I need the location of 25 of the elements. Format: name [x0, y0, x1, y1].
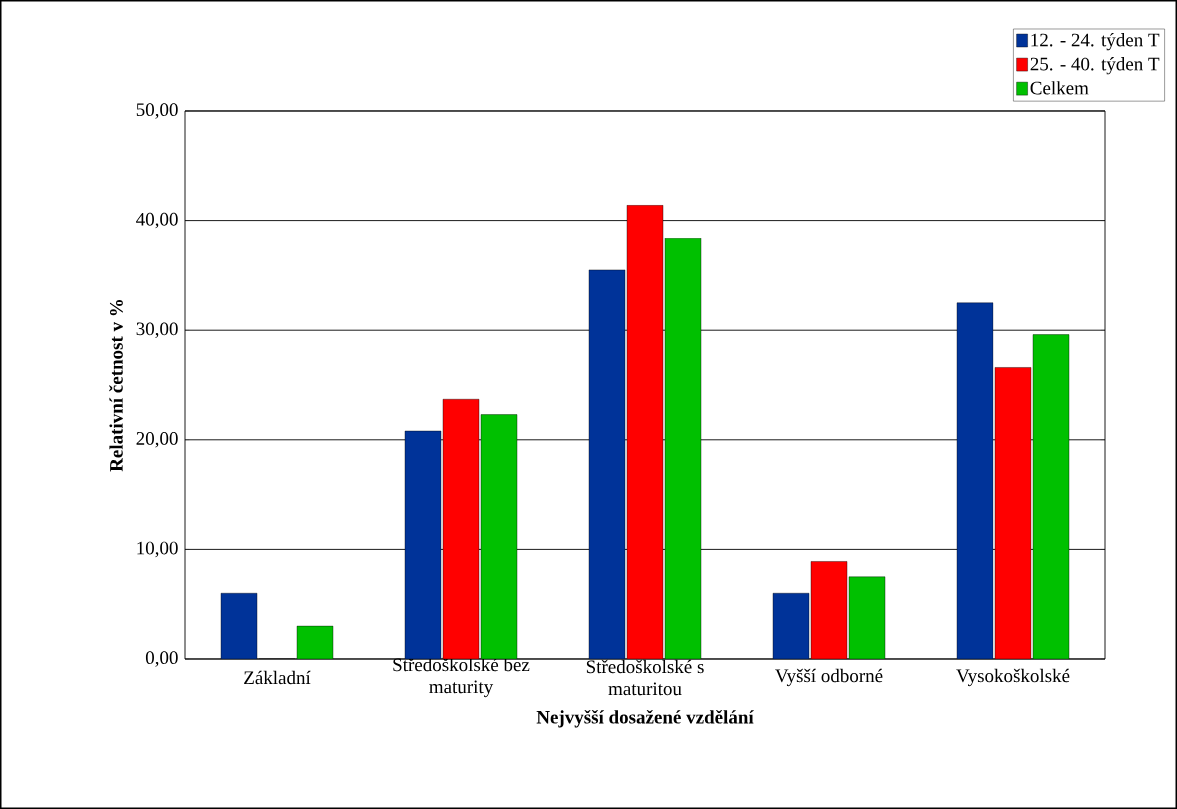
x-tick-label: Středoškolské bez maturity: [393, 657, 530, 698]
x-axis-title: Nejvyšší dosažené vzdělání: [536, 710, 754, 728]
bar: [626, 205, 664, 659]
bar: [588, 269, 626, 659]
y-tick-label: 10,00: [137, 541, 178, 558]
legend-label: 25. - 40. týden T: [1030, 57, 1160, 75]
x-tick-label: Středoškolské s maturitou: [586, 659, 704, 696]
y-tick-label: 30,00: [136, 322, 178, 338]
bar: [994, 367, 1032, 659]
y-tick-label: 50,00: [136, 103, 178, 119]
y-tick-label: 20,00: [136, 432, 178, 448]
bar: [772, 593, 810, 659]
bar: [956, 302, 994, 659]
bar: [404, 430, 442, 659]
legend-label: 12. - 24. týden T: [1031, 33, 1160, 51]
bar: [810, 561, 848, 659]
bar: [442, 399, 480, 659]
y-axis-title: Relativní četnost v %: [109, 300, 123, 472]
y-tick-label: 0,00: [145, 651, 178, 667]
x-tick-label: Základní: [244, 670, 311, 685]
y-tick-label: 40,00: [136, 212, 178, 229]
legend-label: Celkem: [1030, 81, 1089, 95]
bar: [220, 593, 258, 659]
x-tick-label: Vyšší odborné: [775, 668, 883, 687]
x-tick-label: Vysokoškolské: [956, 668, 1070, 687]
